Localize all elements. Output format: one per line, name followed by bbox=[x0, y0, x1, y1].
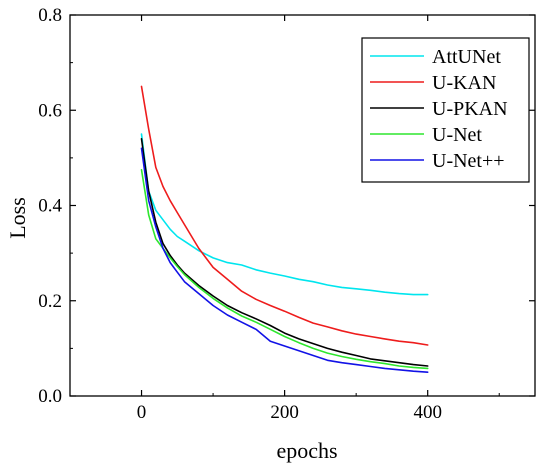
ticks-layer: 0 200 400 0.0 0.2 0.4 0.6 0.8 bbox=[38, 5, 535, 423]
legend-box bbox=[361, 37, 530, 183]
y-axis-label: Loss bbox=[5, 197, 30, 239]
y-tick-label: 0.8 bbox=[38, 5, 62, 26]
y-tick-label: 0.4 bbox=[38, 196, 62, 217]
x-tick-label: 400 bbox=[413, 402, 442, 423]
y-tick-label: 0.0 bbox=[38, 386, 62, 407]
series-line-u-net bbox=[140, 169, 429, 370]
y-tick-label: 0.6 bbox=[38, 100, 62, 121]
series-line-u-pkan bbox=[140, 138, 429, 367]
x-tick-label: 0 bbox=[137, 402, 147, 423]
series-line-u-net- bbox=[140, 147, 429, 374]
legend-label: U-PKAN bbox=[432, 98, 508, 120]
legend: AttUNet U-KAN U-PKAN U-Net U-Net++ bbox=[361, 37, 530, 183]
series-layer bbox=[140, 85, 429, 374]
series-line-attunet bbox=[140, 133, 429, 296]
y-tick-label: 0.2 bbox=[38, 291, 62, 312]
legend-label: U-Net bbox=[432, 124, 482, 146]
legend-label: U-Net++ bbox=[432, 150, 505, 172]
legend-label: AttUNet bbox=[432, 46, 501, 68]
x-axis-label: epochs bbox=[276, 438, 337, 463]
series-line-u-kan bbox=[140, 85, 429, 346]
legend-label: U-KAN bbox=[432, 72, 496, 94]
x-tick-label: 200 bbox=[270, 402, 299, 423]
